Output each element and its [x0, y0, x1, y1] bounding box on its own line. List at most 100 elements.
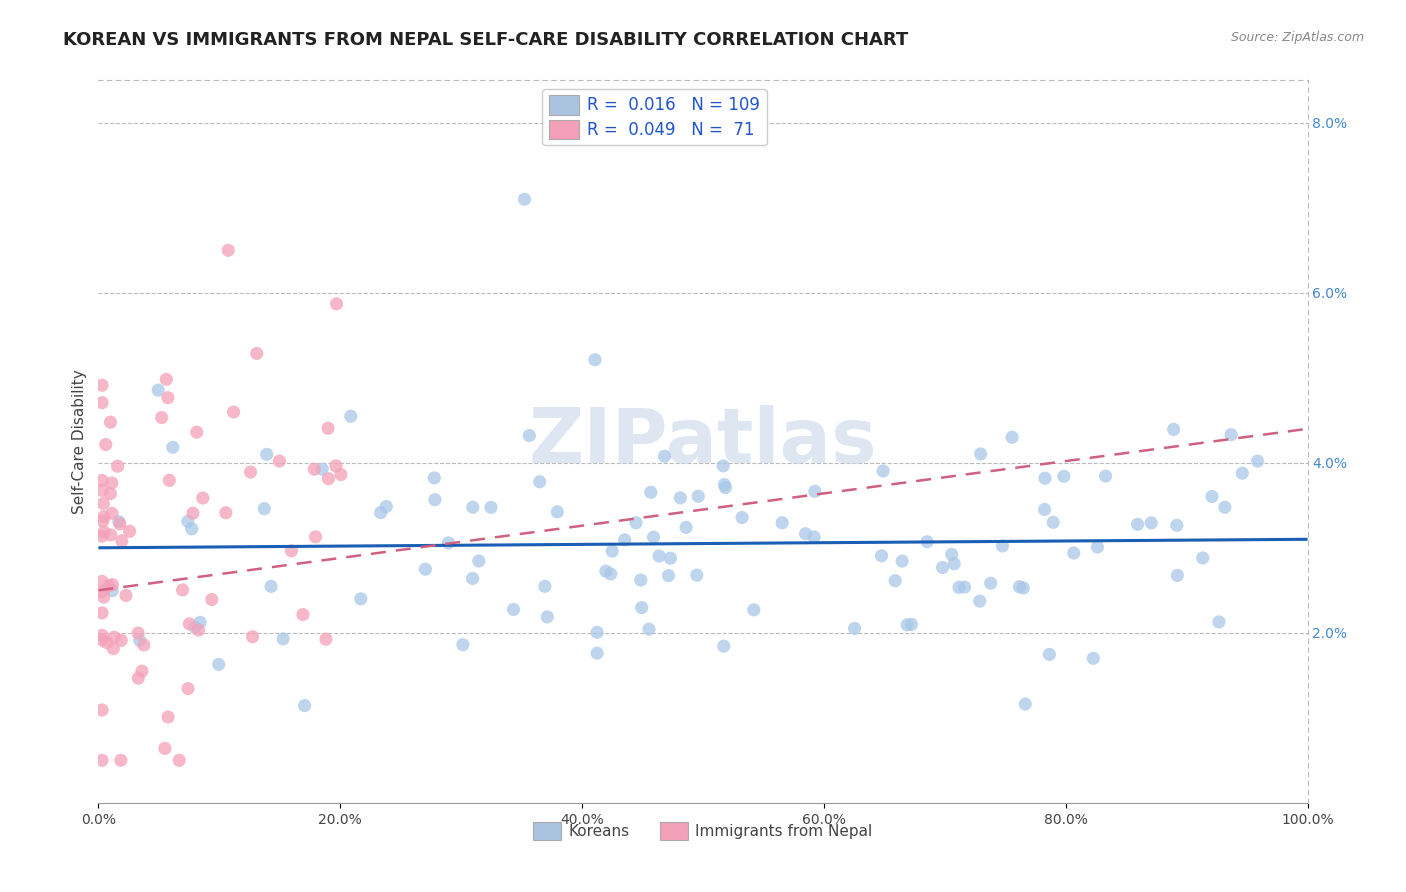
Point — [91, 753, 114, 767]
Point — [600, 544, 623, 558]
Point — [844, 621, 866, 635]
Point — [191, 491, 214, 505]
Point — [180, 522, 202, 536]
Point — [468, 554, 491, 568]
Point — [943, 557, 966, 571]
Point — [423, 492, 446, 507]
Point — [654, 449, 676, 463]
Point — [370, 506, 392, 520]
Point — [96, 635, 118, 649]
Point — [101, 583, 124, 598]
Point — [179, 616, 201, 631]
Point — [513, 192, 536, 206]
Point — [304, 462, 326, 476]
Y-axis label: Self-Care Disability: Self-Care Disability — [72, 369, 87, 514]
Point — [900, 617, 922, 632]
Point — [969, 594, 991, 608]
Point — [980, 576, 1002, 591]
Point — [640, 485, 662, 500]
Point — [107, 459, 129, 474]
Point — [415, 562, 437, 576]
Point — [318, 472, 340, 486]
Point — [110, 633, 132, 648]
Point — [1053, 469, 1076, 483]
Point — [91, 483, 114, 498]
Point — [1213, 500, 1236, 515]
Point — [1220, 427, 1243, 442]
Point — [870, 549, 893, 563]
Point — [100, 486, 122, 500]
Point — [101, 577, 124, 591]
Point — [915, 534, 938, 549]
Point — [657, 568, 679, 582]
Point — [269, 454, 291, 468]
Point — [167, 753, 190, 767]
Point — [546, 505, 568, 519]
Point — [1166, 568, 1188, 582]
Text: Source: ZipAtlas.com: Source: ZipAtlas.com — [1230, 31, 1364, 45]
Text: ZIPatlas: ZIPatlas — [529, 405, 877, 478]
Point — [91, 378, 114, 392]
Point — [325, 297, 347, 311]
Point — [1191, 551, 1213, 566]
Point — [479, 500, 502, 515]
Point — [711, 458, 734, 473]
Point — [188, 615, 211, 630]
Point — [502, 602, 524, 616]
Point — [315, 632, 337, 647]
Point — [713, 639, 735, 653]
Point — [100, 528, 122, 542]
Point — [108, 516, 131, 531]
Point — [1008, 580, 1031, 594]
Point — [461, 571, 484, 585]
Point — [148, 383, 170, 397]
Point — [969, 447, 991, 461]
Point — [586, 646, 609, 660]
Point — [423, 471, 446, 485]
Point — [1083, 651, 1105, 665]
Point — [222, 405, 245, 419]
Point — [583, 352, 606, 367]
Point — [461, 500, 484, 515]
Point — [127, 626, 149, 640]
Point — [93, 590, 115, 604]
Point — [91, 574, 114, 589]
Point — [643, 530, 665, 544]
Point — [91, 606, 114, 620]
Point — [599, 566, 621, 581]
Point — [177, 514, 200, 528]
Point — [325, 458, 347, 473]
Point — [1042, 516, 1064, 530]
Point — [181, 506, 204, 520]
Point — [162, 440, 184, 454]
Point — [187, 623, 209, 637]
Point — [770, 516, 793, 530]
Point — [714, 481, 737, 495]
Point — [529, 475, 551, 489]
Point — [1208, 615, 1230, 629]
Point — [1166, 518, 1188, 533]
Point — [93, 524, 115, 539]
Point — [108, 515, 131, 529]
Point — [451, 638, 474, 652]
Point — [931, 560, 953, 574]
Point — [153, 741, 176, 756]
Point — [239, 465, 262, 479]
Point — [991, 539, 1014, 553]
Point — [131, 664, 153, 678]
Point — [339, 409, 361, 424]
Point — [208, 657, 231, 672]
Point — [101, 506, 124, 520]
Point — [648, 549, 671, 563]
Point — [101, 475, 124, 490]
Point — [803, 530, 825, 544]
Point — [1014, 697, 1036, 711]
Point — [91, 584, 114, 599]
Point — [103, 641, 125, 656]
Point — [94, 437, 117, 451]
Point — [688, 489, 710, 503]
Point — [157, 710, 180, 724]
Point — [742, 603, 765, 617]
Point — [595, 564, 617, 578]
Point — [1201, 490, 1223, 504]
